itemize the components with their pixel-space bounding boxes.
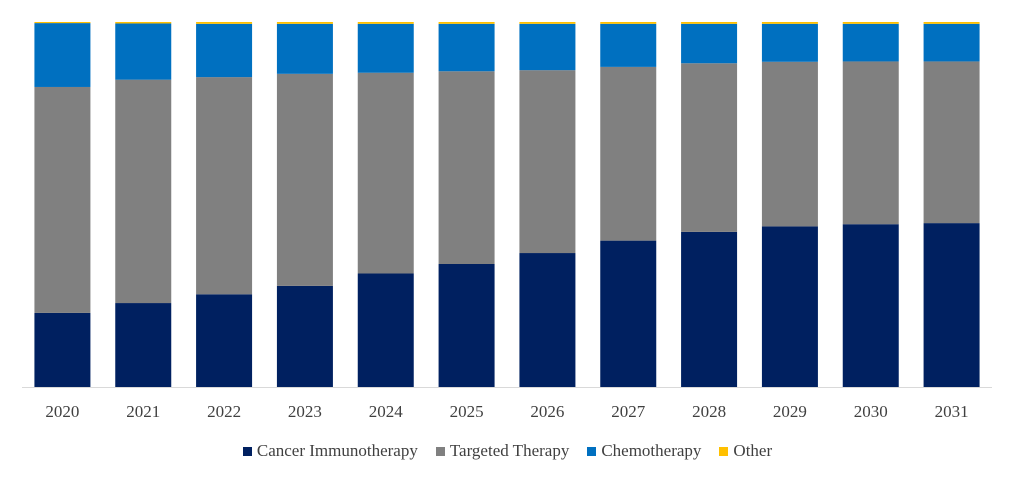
bar-2025-targeted-therapy [438,71,495,264]
x-tick-label-2020: 2020 [45,402,79,421]
bar-layer [34,22,980,388]
x-tick-label-2031: 2031 [935,402,969,421]
bar-2028-cancer-immunotherapy [681,231,738,388]
bar-2024-other [357,22,414,24]
legend-item-other: Other [719,441,772,461]
legend-swatch [242,446,252,456]
bar-2029-other [761,22,818,24]
bar-2020-chemotherapy [34,23,91,87]
x-tick-label-2026: 2026 [530,402,564,421]
legend-swatch [587,446,597,456]
x-tick-label-2028: 2028 [692,402,726,421]
bar-2026-chemotherapy [519,23,576,71]
bar-2028-targeted-therapy [681,63,738,232]
legend-label: Cancer Immunotherapy [256,441,418,460]
bar-2021-targeted-therapy [115,79,172,304]
bar-2026-targeted-therapy [519,70,576,254]
bar-2030-cancer-immunotherapy [842,224,899,387]
bar-2029-chemotherapy [761,23,818,62]
x-tick-label-2030: 2030 [854,402,888,421]
legend-label: Targeted Therapy [449,441,570,460]
bar-2027-other [600,22,657,24]
bar-2025-cancer-immunotherapy [438,264,495,388]
bar-2030-targeted-therapy [842,61,899,225]
bar-2029-targeted-therapy [761,61,818,227]
bar-2023-other [276,22,333,24]
bar-2024-cancer-immunotherapy [357,273,414,388]
bar-2022-targeted-therapy [196,77,253,295]
bar-2031-other [923,22,980,24]
bar-2028-other [681,22,738,24]
x-tick-label-2027: 2027 [611,402,646,421]
x-tick-label-2021: 2021 [126,402,160,421]
bar-2027-cancer-immunotherapy [600,240,657,387]
legend-label: Other [733,441,773,460]
bar-2028-chemotherapy [681,23,738,64]
x-tick-labels: 2020 2021 2022 2023 2024 2025 2026 2027 2028 2029… [45,402,968,421]
bar-2023-targeted-therapy [276,73,333,286]
legend-item-targeted-therapy: Targeted Therapy [435,441,570,461]
bar-2031-chemotherapy [923,23,980,62]
bar-2020-targeted-therapy [34,86,91,313]
bar-2024-targeted-therapy [357,72,414,274]
x-tick-label-2022: 2022 [207,402,241,421]
bar-2030-chemotherapy [842,23,899,62]
x-tick-label-2025: 2025 [450,402,484,421]
legend-item-chemotherapy: Chemotherapy [587,441,701,461]
x-tick-label-2029: 2029 [773,402,807,421]
bar-2029-cancer-immunotherapy [761,226,818,387]
bar-2026-other [519,22,576,24]
bar-2023-cancer-immunotherapy [276,285,333,387]
legend-swatch [435,446,445,456]
bar-2021-cancer-immunotherapy [115,303,172,387]
bar-2025-chemotherapy [438,23,495,72]
bar-2031-targeted-therapy [923,61,980,224]
bar-2027-targeted-therapy [600,66,657,241]
bar-2023-chemotherapy [276,23,333,74]
bar-2025-other [438,22,495,24]
bar-2021-other [115,22,172,24]
legend: Cancer Immunotherapy Targeted Therapy Chem… [0,436,1015,466]
bar-2031-cancer-immunotherapy [923,223,980,387]
legend-item-cancer-immunotherapy: Cancer Immunotherapy [242,441,418,461]
bar-2030-other [842,22,899,24]
bar-2022-chemotherapy [196,23,253,78]
bar-2024-chemotherapy [357,23,414,73]
bar-2020-cancer-immunotherapy [34,312,91,387]
bar-2027-chemotherapy [600,23,657,67]
bar-2026-cancer-immunotherapy [519,253,576,387]
bar-2022-other [196,22,253,24]
x-tick-label-2023: 2023 [288,402,322,421]
x-tick-label-2024: 2024 [369,402,404,421]
legend-label: Chemotherapy [601,441,702,460]
legend-swatch [719,446,729,456]
bar-2021-chemotherapy [115,23,172,80]
bar-2020-other [34,22,91,24]
bar-2022-cancer-immunotherapy [196,294,253,387]
